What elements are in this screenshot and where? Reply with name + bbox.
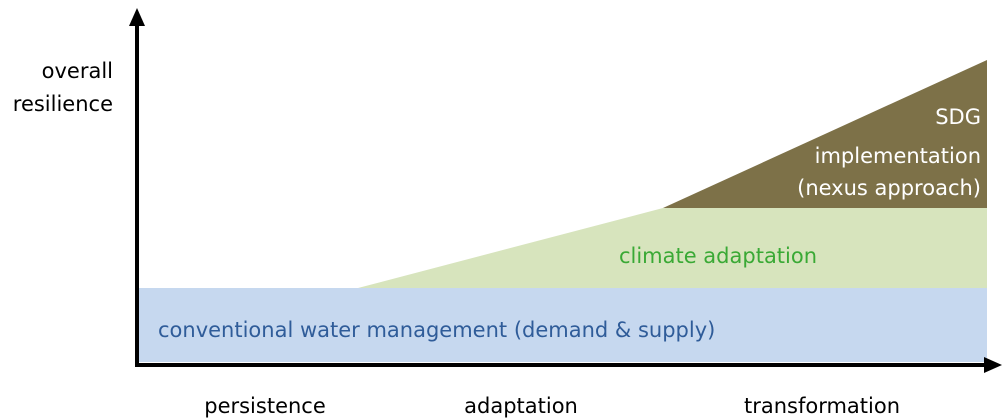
top-layer-label: implementation — [815, 144, 981, 168]
base-layer — [137, 288, 987, 362]
y-axis-label: overall — [42, 59, 113, 83]
base-layer-label: conventional water management (demand & … — [158, 318, 715, 342]
stage-label: persistence — [204, 394, 326, 418]
top-layer — [663, 60, 987, 208]
stage-label: adaptation — [464, 394, 578, 418]
top-layer-label: SDG — [935, 105, 981, 129]
y-axis-label: resilience — [13, 92, 113, 116]
x-axis-arrow — [984, 357, 1002, 373]
y-axis-arrow — [129, 8, 145, 26]
stage-label: transformation — [744, 394, 900, 418]
middle-layer-label: climate adaptation — [619, 244, 817, 268]
middle-layer — [358, 208, 987, 288]
top-layer-label: (nexus approach) — [797, 176, 981, 200]
